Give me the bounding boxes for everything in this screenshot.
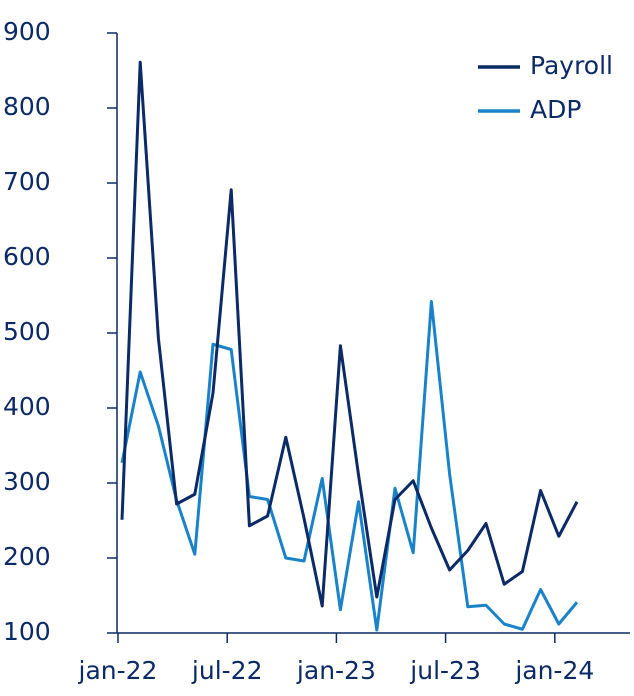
y-tick-label: 400 — [3, 392, 51, 421]
x-tick-label: jul-22 — [191, 656, 263, 685]
y-tick-label: 600 — [3, 242, 51, 271]
legend-label: Payroll — [530, 51, 613, 80]
y-tick-label: 200 — [3, 542, 51, 571]
series-line — [120, 60, 579, 608]
y-tick-label: 300 — [3, 467, 51, 496]
y-tick-label: 700 — [3, 167, 51, 196]
x-tick-label: jul-23 — [409, 656, 481, 685]
y-tick-label: 500 — [3, 317, 51, 346]
x-tick-label: jan-23 — [296, 656, 376, 685]
x-tick-label: jan-22 — [78, 656, 158, 685]
y-tick-label: 100 — [3, 617, 51, 646]
legend-label: ADP — [530, 95, 581, 124]
y-tick-label: 800 — [3, 92, 51, 121]
series-line — [120, 300, 579, 632]
y-tick-label: 900 — [3, 17, 51, 46]
x-tick-label: jan-24 — [514, 656, 594, 685]
